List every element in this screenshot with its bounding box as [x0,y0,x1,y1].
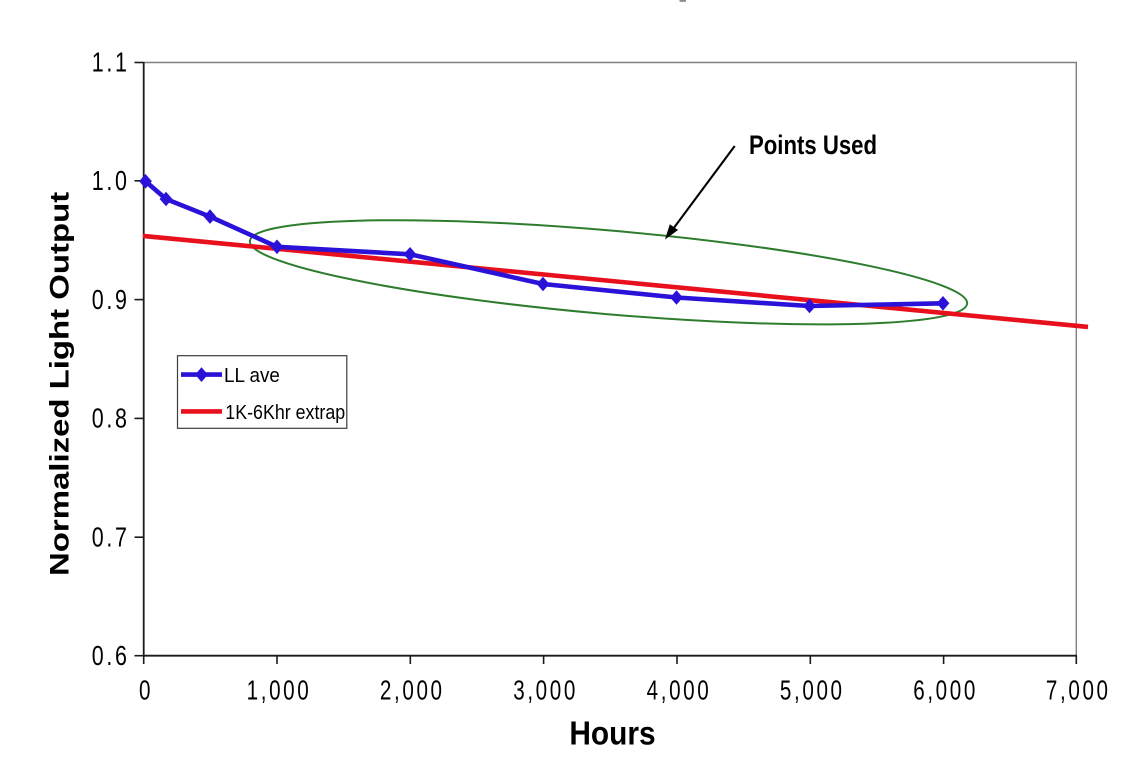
svg-text:5,000: 5,000 [780,676,845,707]
svg-text:0: 0 [139,676,153,707]
svg-text:Points Used: Points Used [749,131,877,160]
svg-text:1.0: 1.0 [92,167,130,197]
svg-text:0.9: 0.9 [92,285,130,315]
svg-text:1K-6Khr extrap: 1K-6Khr extrap [225,402,345,424]
svg-text:Hours: Hours [569,715,655,752]
svg-text:1,000: 1,000 [247,676,312,707]
svg-text:1.1: 1.1 [92,48,130,78]
svg-text:4,000: 4,000 [647,676,712,707]
svg-text:2,000: 2,000 [380,676,445,707]
svg-text:3,000: 3,000 [513,676,578,707]
svg-text:6,000: 6,000 [913,676,978,707]
svg-text:0.7: 0.7 [92,523,130,553]
svg-text:0.6: 0.6 [92,641,130,671]
svg-text:Normalized Light Output: Normalized Light Output [45,192,75,576]
svg-text:7,000: 7,000 [1046,676,1111,707]
svg-text:0.8: 0.8 [92,404,130,434]
svg-text:LL ave: LL ave [224,364,280,387]
